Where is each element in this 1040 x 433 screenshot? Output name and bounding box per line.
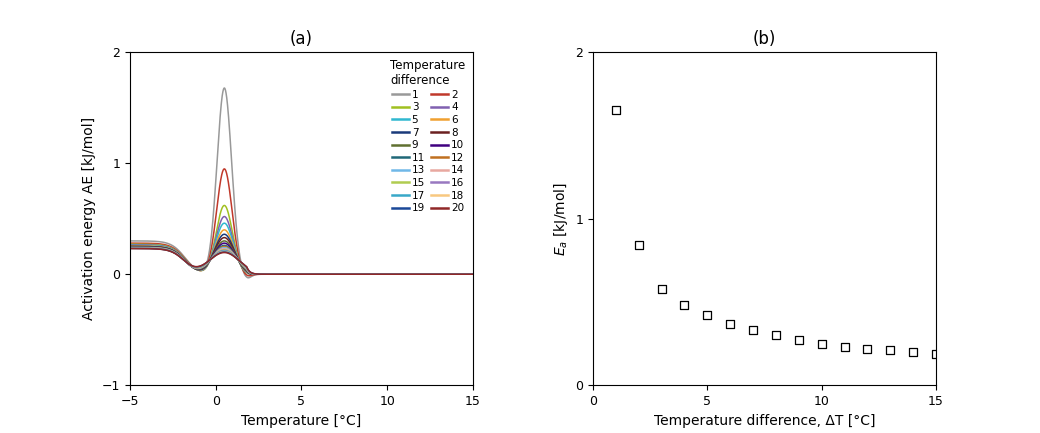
Point [928,350,944,357]
Legend: 1, 3, 5, 7, 9, 11, 13, 15, 17, 19, 2, 4, 6, 8, 10, 12, 14, 16, 18, 20: 1, 3, 5, 7, 9, 11, 13, 15, 17, 19, 2, 4,… [386,55,470,217]
Y-axis label: $E_a$ [kJ/mol]: $E_a$ [kJ/mol] [552,182,570,255]
Title: (a): (a) [290,29,313,48]
Point [905,349,921,355]
Point [859,345,876,352]
Point [699,312,716,319]
Title: (b): (b) [753,29,776,48]
Point [630,242,647,249]
Point [722,320,738,327]
Point [676,302,693,309]
Point [768,332,784,339]
Point [607,107,624,114]
X-axis label: Temperature [°C]: Temperature [°C] [241,414,362,428]
X-axis label: Temperature difference, ΔT [°C]: Temperature difference, ΔT [°C] [654,414,876,428]
Point [813,340,830,347]
Point [882,347,899,354]
Y-axis label: Activation energy AE [kJ/mol]: Activation energy AE [kJ/mol] [82,117,97,320]
Point [790,337,807,344]
Point [836,343,853,350]
Point [653,285,670,292]
Point [745,327,761,334]
